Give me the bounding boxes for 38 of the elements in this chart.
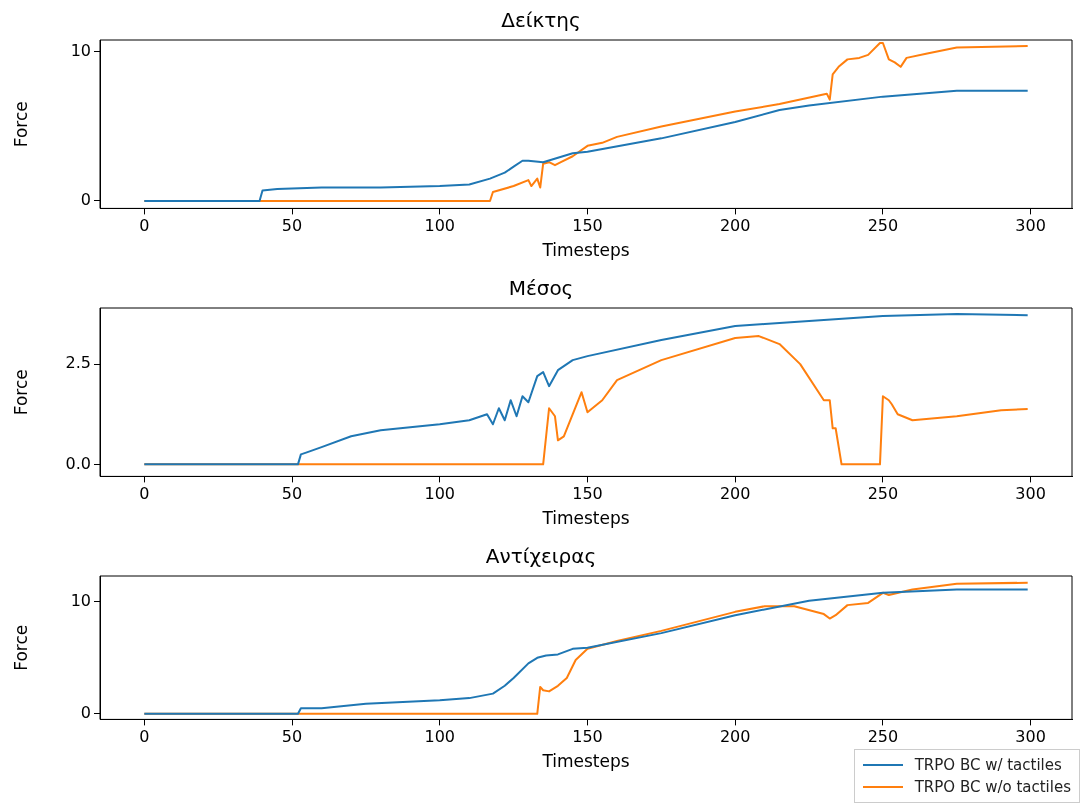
- y-tick-label: 2.5: [65, 353, 91, 373]
- y-axis-title: Force: [10, 624, 31, 671]
- y-tick-label: 10: [70, 41, 91, 61]
- x-tick-label: 200: [719, 216, 751, 236]
- y-tick-label: 10: [70, 590, 91, 610]
- x-tick-label: 0: [139, 216, 150, 236]
- x-axis-title: Timesteps: [541, 508, 630, 529]
- x-tick-label: 50: [281, 216, 303, 236]
- x-tick-label: 150: [572, 484, 603, 504]
- chart-title: Μέσος: [508, 276, 574, 301]
- x-tick-label: 50: [281, 484, 303, 504]
- x-tick-label: 200: [719, 484, 751, 504]
- legend-label: TRPO BC w/o tactiles: [914, 778, 1071, 796]
- x-tick-label: 100: [424, 216, 456, 236]
- x-tick-label: 100: [424, 727, 456, 747]
- y-axis-title: Force: [10, 369, 31, 416]
- x-axis-title: Timesteps: [541, 240, 630, 261]
- y-tick-label: 0: [80, 190, 91, 210]
- chart-title: Δείκτης: [501, 8, 581, 33]
- x-tick-label: 300: [1015, 484, 1046, 504]
- x-tick-label: 100: [424, 484, 456, 504]
- x-tick-label: 250: [867, 727, 899, 747]
- x-tick-label: 150: [572, 727, 603, 747]
- x-tick-label: 300: [1015, 216, 1046, 236]
- legend-label: TRPO BC w/ tactiles: [914, 756, 1062, 774]
- x-tick-label: 50: [281, 727, 303, 747]
- x-tick-label: 200: [719, 727, 751, 747]
- y-tick-label: 0.0: [65, 453, 91, 473]
- x-tick-label: 0: [139, 727, 150, 747]
- x-tick-label: 300: [1015, 727, 1046, 747]
- y-tick-label: 0: [80, 702, 91, 722]
- x-tick-label: 250: [867, 484, 899, 504]
- x-tick-label: 150: [572, 216, 603, 236]
- x-tick-label: 0: [139, 484, 150, 504]
- y-axis-title: Force: [10, 101, 31, 148]
- x-tick-label: 250: [867, 216, 899, 236]
- chart-title: Αντίχειρας: [485, 544, 597, 569]
- x-axis-title: Timesteps: [541, 751, 630, 772]
